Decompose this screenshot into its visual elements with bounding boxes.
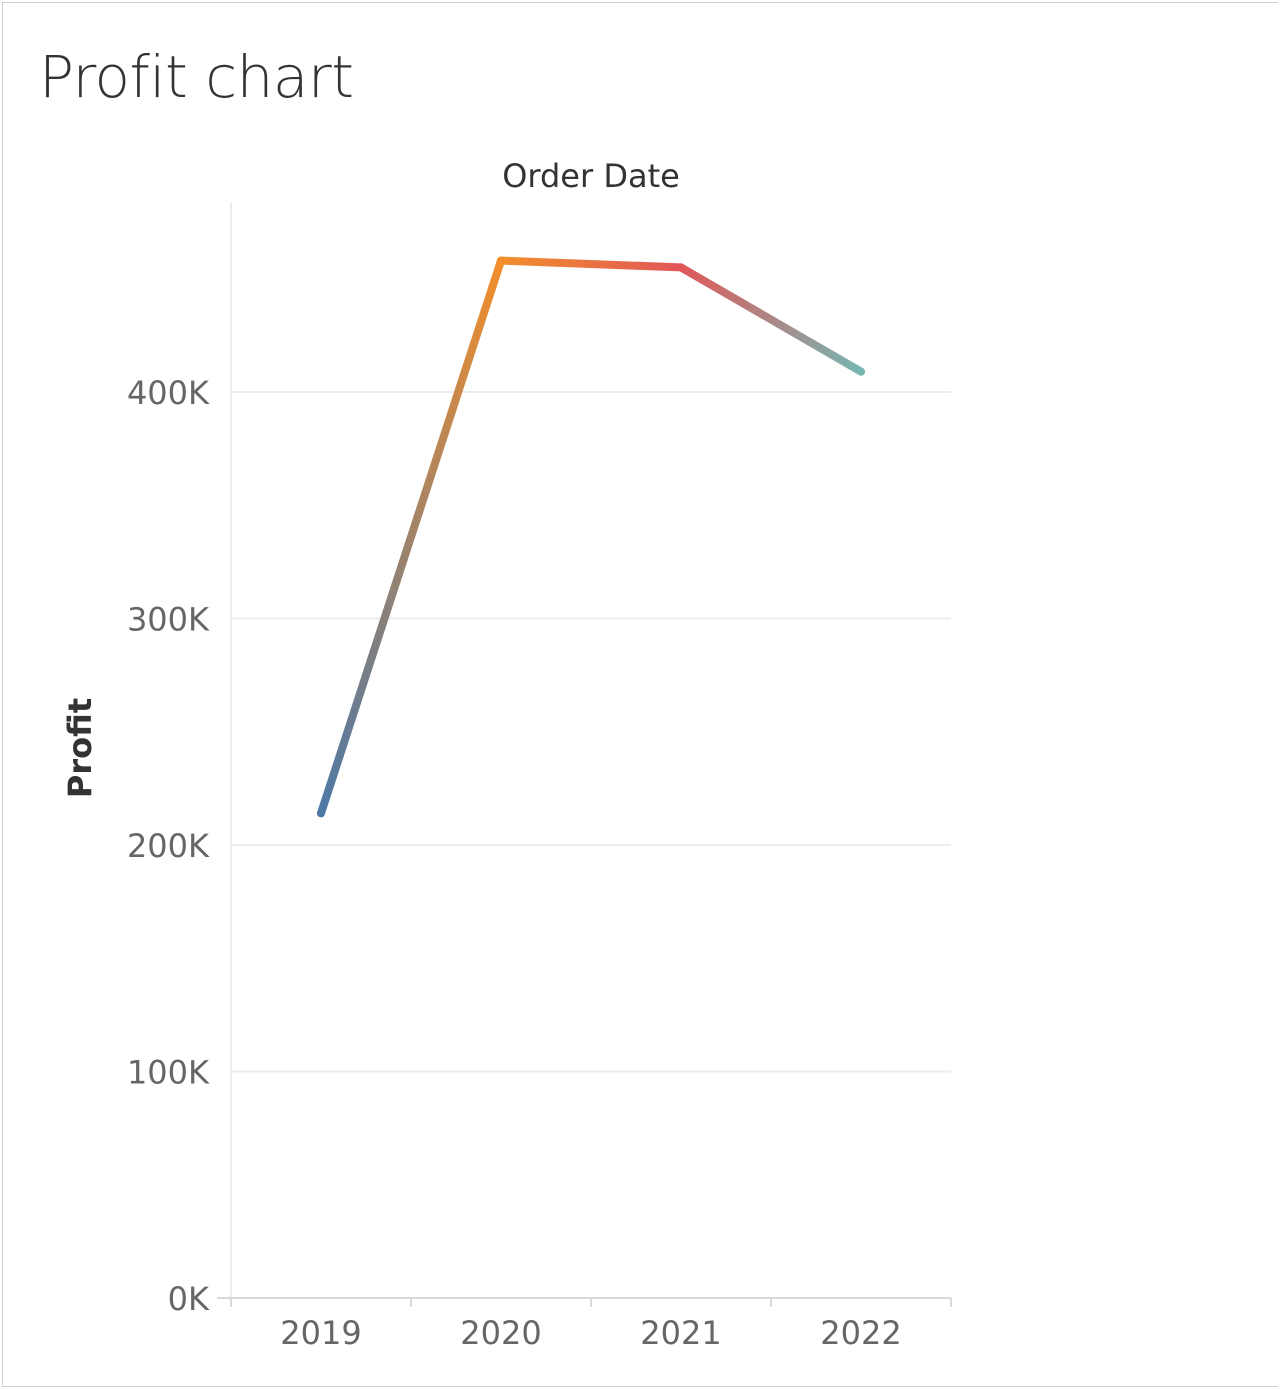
line-segment xyxy=(677,263,865,376)
y-tick-label: 0K xyxy=(168,1280,210,1318)
data-point[interactable] xyxy=(857,367,865,376)
x-tick-label: 2022 xyxy=(820,1314,901,1352)
grid-lines xyxy=(231,391,951,1073)
y-axis-label: Profit xyxy=(61,698,99,798)
series-layer xyxy=(317,256,865,818)
data-point[interactable] xyxy=(677,263,685,272)
chart-title: Profit chart xyxy=(39,43,354,111)
axis-labels: 0K 100K 200K 300K 400K 2019 2020 2021 2022 Order … xyxy=(61,157,902,1352)
y-tick-label: 200K xyxy=(127,827,210,865)
axes xyxy=(217,203,952,1307)
x-tick-label: 2019 xyxy=(280,1314,361,1352)
x-tick-label: 2020 xyxy=(460,1314,541,1352)
y-tick-label: 300K xyxy=(127,601,210,639)
data-point[interactable] xyxy=(497,256,505,265)
line-chart: 0K 100K 200K 300K 400K 2019 2020 2021 2022 Order … xyxy=(61,157,952,1352)
line-segment xyxy=(317,256,505,818)
data-point[interactable] xyxy=(317,809,325,818)
line-segment xyxy=(497,256,685,272)
y-tick-label: 400K xyxy=(127,374,210,412)
x-axis-header: Order Date xyxy=(502,157,680,195)
y-tick-label: 100K xyxy=(127,1054,210,1092)
x-tick-label: 2021 xyxy=(640,1314,721,1352)
